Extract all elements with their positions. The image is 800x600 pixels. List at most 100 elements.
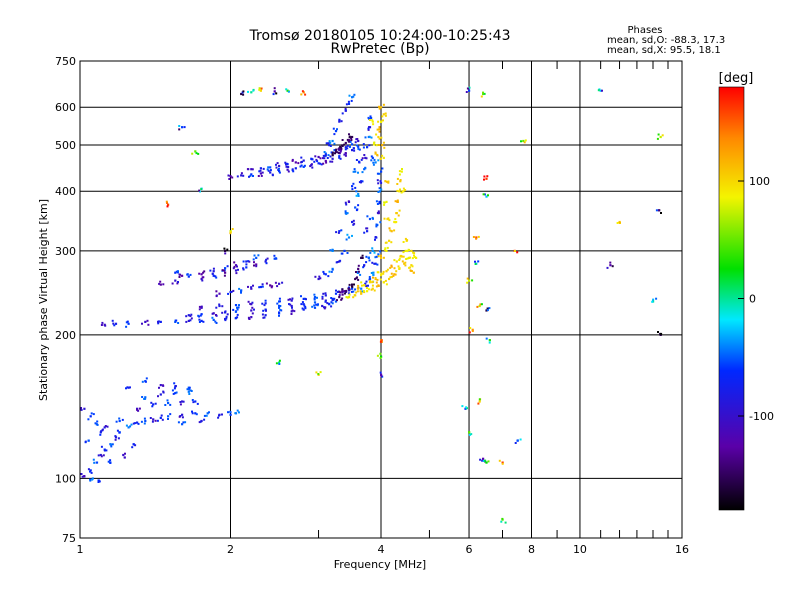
data-point [285,88,288,91]
data-point [469,327,472,329]
data-point [334,292,338,295]
data-point [344,152,347,154]
x-tick-label: 10 [573,543,587,556]
data-point [468,89,471,92]
data-point [611,265,614,268]
data-point [199,420,202,423]
data-point [343,290,346,293]
data-point [353,222,356,225]
data-point [378,107,381,110]
data-point [357,139,360,143]
data-point [221,269,224,272]
data-point [401,168,403,170]
data-point [379,221,382,224]
data-point [351,285,354,288]
data-point [361,284,363,287]
data-point [385,270,388,273]
data-point [358,148,361,151]
data-point [93,461,96,464]
data-point [187,390,190,393]
data-point [188,388,191,391]
data-point [187,319,190,322]
data-point [299,165,302,168]
data-point [354,206,357,209]
data-point [349,145,351,148]
data-point [486,307,489,310]
data-point [368,281,372,284]
data-point [149,417,152,419]
data-point [181,416,184,419]
data-point [353,149,356,152]
data-point [381,115,384,118]
data-point [267,166,270,169]
data-point [352,296,355,299]
data-point [275,166,278,169]
data-point [169,413,172,416]
data-point [348,135,351,138]
data-point [249,174,252,177]
data-point [300,93,303,96]
data-point [363,154,366,156]
data-point [202,271,205,274]
data-point [260,87,263,90]
data-point [387,217,390,220]
data-point [230,290,233,293]
data-point [218,303,221,306]
data-point [338,294,341,296]
data-point [358,160,360,163]
data-point [375,223,378,226]
data-point [344,210,347,213]
data-point [151,405,154,408]
data-point [482,193,485,196]
data-point [520,140,522,143]
colorbar-tick-labels: 100 0 -100 [738,175,774,423]
data-point [229,175,232,178]
data-point [468,279,471,282]
data-point [486,175,489,178]
data-point [321,295,324,298]
data-point [336,151,339,154]
data-point [189,319,192,322]
data-point [236,409,239,412]
data-point [314,155,317,158]
data-point [351,220,354,224]
data-point [87,468,90,471]
data-point [483,193,486,196]
data-point [130,423,133,426]
data-point [123,456,126,459]
data-point [109,459,112,462]
data-point [464,407,467,410]
data-point [334,130,338,133]
data-point [399,179,402,181]
data-point [335,231,338,234]
data-point [365,255,368,258]
data-point [224,271,227,274]
data-point [356,276,358,279]
data-point [361,157,364,160]
data-point [223,274,226,277]
data-point [98,480,101,483]
data-point [117,437,120,440]
data-point [167,418,169,420]
data-point [169,403,172,406]
data-point [384,241,387,244]
data-point [240,92,243,96]
data-point [345,203,348,206]
data-point [324,159,327,163]
data-point [363,284,366,287]
data-point [232,267,235,270]
data-point [355,138,358,141]
data-point [141,380,144,383]
data-point [360,291,363,294]
phase-legend-title: Phases [627,25,662,36]
tick-layer [318,61,669,538]
data-point [329,141,332,144]
data-point [198,321,201,323]
data-point [173,382,176,385]
data-point [232,289,235,292]
data-point [277,168,280,171]
data-point [227,292,230,295]
data-point [301,301,304,304]
data-point [381,167,384,170]
data-point [224,267,227,270]
